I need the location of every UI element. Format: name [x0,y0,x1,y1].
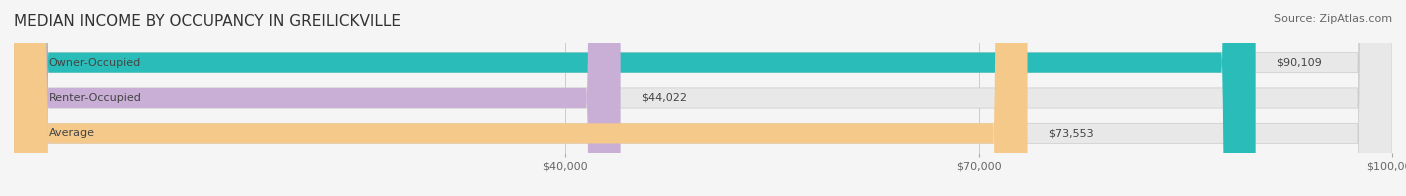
FancyBboxPatch shape [14,0,1256,196]
Text: Renter-Occupied: Renter-Occupied [48,93,142,103]
FancyBboxPatch shape [14,0,1392,196]
FancyBboxPatch shape [14,0,1392,196]
Text: MEDIAN INCOME BY OCCUPANCY IN GREILICKVILLE: MEDIAN INCOME BY OCCUPANCY IN GREILICKVI… [14,14,401,29]
Text: $90,109: $90,109 [1277,58,1322,68]
FancyBboxPatch shape [14,0,620,196]
FancyBboxPatch shape [14,0,1028,196]
Text: Source: ZipAtlas.com: Source: ZipAtlas.com [1274,14,1392,24]
FancyBboxPatch shape [14,0,1392,196]
Text: Owner-Occupied: Owner-Occupied [48,58,141,68]
Text: $44,022: $44,022 [641,93,688,103]
Text: Average: Average [48,128,94,138]
Text: $73,553: $73,553 [1049,128,1094,138]
